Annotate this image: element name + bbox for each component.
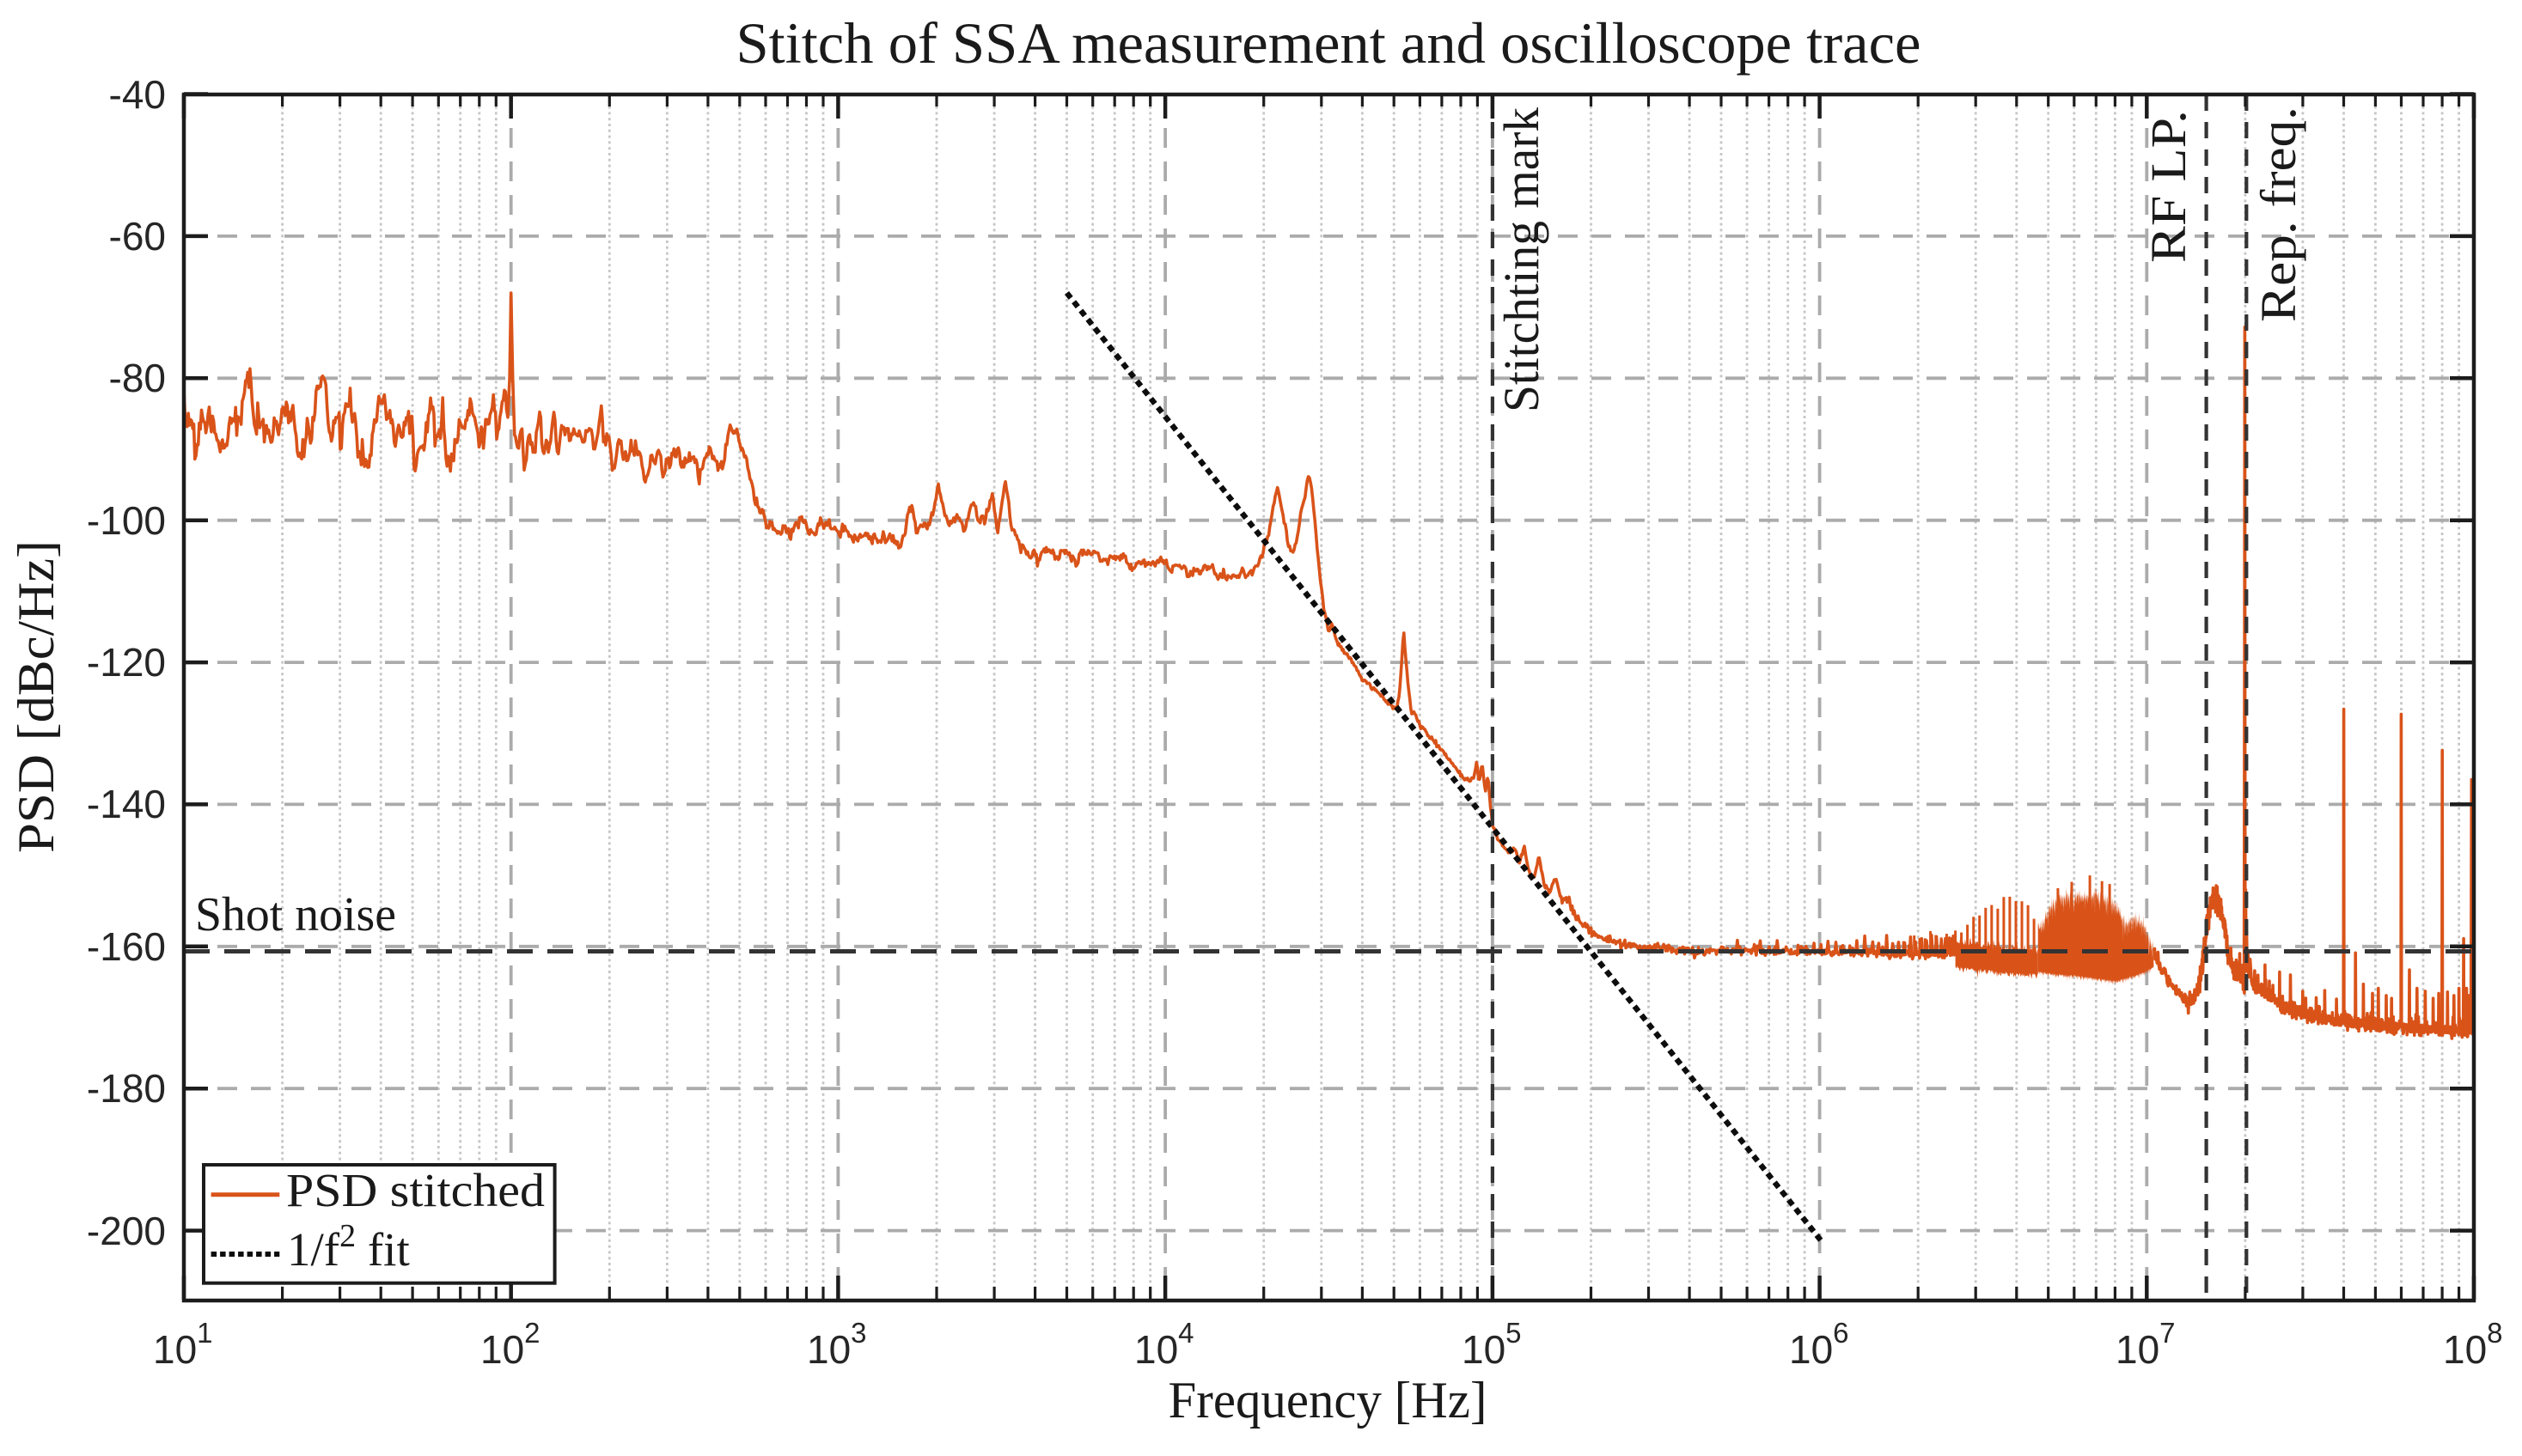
svg-text:RF LP.: RF LP. xyxy=(2140,110,2196,263)
svg-text:-200: -200 xyxy=(87,1209,166,1253)
svg-text:Frequency [Hz]: Frequency [Hz] xyxy=(1169,1372,1487,1429)
svg-text:-180: -180 xyxy=(87,1066,166,1111)
svg-text:-100: -100 xyxy=(87,498,166,543)
svg-text:Stitch of SSA measurement and: Stitch of SSA measurement and oscillosco… xyxy=(736,10,1921,76)
svg-text:Stitchting mark: Stitchting mark xyxy=(1493,107,1549,412)
svg-text:PSD [dBc/Hz]: PSD [dBc/Hz] xyxy=(8,540,64,853)
svg-text:-80: -80 xyxy=(109,356,166,400)
svg-text:-120: -120 xyxy=(87,640,166,685)
svg-text:-140: -140 xyxy=(87,782,166,826)
svg-text:-160: -160 xyxy=(87,924,166,969)
svg-text:1/f2 fit: 1/f2 fit xyxy=(287,1218,410,1276)
svg-text:Shot noise: Shot noise xyxy=(195,888,396,941)
svg-text:-60: -60 xyxy=(109,214,166,259)
svg-text:Rep. freq.: Rep. freq. xyxy=(2250,107,2306,322)
svg-text:-40: -40 xyxy=(109,72,166,117)
svg-text:PSD stitched: PSD stitched xyxy=(286,1164,545,1216)
